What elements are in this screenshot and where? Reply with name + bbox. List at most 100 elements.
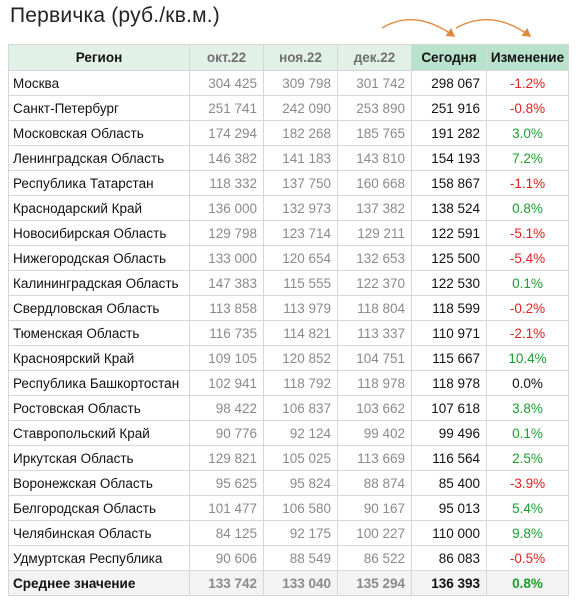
average-nov: 133 040 xyxy=(263,570,338,596)
oct-cell: 129 821 xyxy=(189,445,264,471)
nov-cell: 132 973 xyxy=(263,195,338,221)
nov-cell: 114 821 xyxy=(263,320,338,346)
dec-cell: 160 668 xyxy=(337,170,412,196)
today-cell: 107 618 xyxy=(411,395,487,421)
today-cell: 191 282 xyxy=(411,120,487,146)
nov-cell: 182 268 xyxy=(263,120,338,146)
dec-cell: 86 522 xyxy=(337,545,412,571)
today-cell: 115 667 xyxy=(411,345,487,371)
region-cell: Челябинская Область xyxy=(8,520,190,546)
oct-cell: 147 383 xyxy=(189,270,264,296)
page-title: Первичка (руб./кв.м.) xyxy=(10,4,220,27)
oct-cell: 95 625 xyxy=(189,470,264,496)
col-header-region: Регион xyxy=(8,44,190,71)
table-row: Республика Башкортостан 102 941 118 792 … xyxy=(8,370,569,396)
oct-cell: 109 105 xyxy=(189,345,264,371)
today-cell: 118 978 xyxy=(411,370,487,396)
average-row: Среднее значение 133 742 133 040 135 294… xyxy=(8,570,569,596)
dec-cell: 118 804 xyxy=(337,295,412,321)
nov-cell: 309 798 xyxy=(263,70,338,96)
change-cell: 0.8% xyxy=(486,195,569,221)
region-cell: Воронежская Область xyxy=(8,470,190,496)
dec-cell: 113 337 xyxy=(337,320,412,346)
col-header-dec: дек.22 xyxy=(337,44,412,71)
table-row: Тюменская Область 116 735 114 821 113 33… xyxy=(8,320,569,346)
region-cell: Свердловская Область xyxy=(8,295,190,321)
change-cell: -0.8% xyxy=(486,95,569,121)
table-row: Республика Татарстан 118 332 137 750 160… xyxy=(8,170,569,196)
nov-cell: 106 837 xyxy=(263,395,338,421)
nov-cell: 105 025 xyxy=(263,445,338,471)
dec-cell: 137 382 xyxy=(337,195,412,221)
change-cell: 5.4% xyxy=(486,495,569,521)
average-label: Среднее значение xyxy=(8,570,190,596)
today-cell: 116 564 xyxy=(411,445,487,471)
region-cell: Ростовская Область xyxy=(8,395,190,421)
change-cell: -5.1% xyxy=(486,220,569,246)
oct-cell: 118 332 xyxy=(189,170,264,196)
change-cell: 7.2% xyxy=(486,145,569,171)
dec-cell: 185 765 xyxy=(337,120,412,146)
change-cell: -1.1% xyxy=(486,170,569,196)
nov-cell: 115 555 xyxy=(263,270,338,296)
table-row: Нижегородская Область 133 000 120 654 13… xyxy=(8,245,569,271)
arrow-to-change-icon xyxy=(455,18,532,37)
col-header-today: Сегодня xyxy=(411,44,487,71)
dec-cell: 132 653 xyxy=(337,245,412,271)
average-dec: 135 294 xyxy=(337,570,412,596)
nov-cell: 88 549 xyxy=(263,545,338,571)
change-cell: -3.9% xyxy=(486,470,569,496)
change-cell: -2.1% xyxy=(486,320,569,346)
region-cell: Иркутская Область xyxy=(8,445,190,471)
table-row: Московская Область 174 294 182 268 185 7… xyxy=(8,120,569,146)
dec-cell: 122 370 xyxy=(337,270,412,296)
nov-cell: 92 175 xyxy=(263,520,338,546)
table-row: Новосибирская Область 129 798 123 714 12… xyxy=(8,220,569,246)
region-cell: Нижегородская Область xyxy=(8,245,190,271)
table-row: Москва 304 425 309 798 301 742 298 067 -… xyxy=(8,70,569,96)
dec-cell: 99 402 xyxy=(337,420,412,446)
table-row: Ростовская Область 98 422 106 837 103 66… xyxy=(8,395,569,421)
oct-cell: 113 858 xyxy=(189,295,264,321)
average-oct: 133 742 xyxy=(189,570,264,596)
oct-cell: 136 000 xyxy=(189,195,264,221)
change-cell: -5.4% xyxy=(486,245,569,271)
oct-cell: 116 735 xyxy=(189,320,264,346)
table-row: Краснодарский Край 136 000 132 973 137 3… xyxy=(8,195,569,221)
average-today: 136 393 xyxy=(411,570,487,596)
dec-cell: 143 810 xyxy=(337,145,412,171)
col-header-oct: окт.22 xyxy=(189,44,264,71)
nov-cell: 118 792 xyxy=(263,370,338,396)
today-cell: 138 524 xyxy=(411,195,487,221)
dec-cell: 253 890 xyxy=(337,95,412,121)
change-cell: 3.0% xyxy=(486,120,569,146)
today-cell: 125 500 xyxy=(411,245,487,271)
region-cell: Удмуртская Республика xyxy=(8,545,190,571)
change-cell: 0.1% xyxy=(486,270,569,296)
change-cell: -0.2% xyxy=(486,295,569,321)
dec-cell: 88 874 xyxy=(337,470,412,496)
today-cell: 95 013 xyxy=(411,495,487,521)
table-row: Ставропольский Край 90 776 92 124 99 402… xyxy=(8,420,569,446)
dec-cell: 301 742 xyxy=(337,70,412,96)
dec-cell: 103 662 xyxy=(337,395,412,421)
region-cell: Ставропольский Край xyxy=(8,420,190,446)
region-cell: Московская Область xyxy=(8,120,190,146)
nov-cell: 137 750 xyxy=(263,170,338,196)
region-cell: Красноярский Край xyxy=(8,345,190,371)
change-cell: 0.1% xyxy=(486,420,569,446)
today-cell: 110 971 xyxy=(411,320,487,346)
region-cell: Краснодарский Край xyxy=(8,195,190,221)
dec-cell: 113 669 xyxy=(337,445,412,471)
nov-cell: 92 124 xyxy=(263,420,338,446)
nov-cell: 113 979 xyxy=(263,295,338,321)
nov-cell: 120 852 xyxy=(263,345,338,371)
change-cell: 10.4% xyxy=(486,345,569,371)
oct-cell: 304 425 xyxy=(189,70,264,96)
change-cell: -0.5% xyxy=(486,545,569,571)
change-cell: 3.8% xyxy=(486,395,569,421)
change-cell: 2.5% xyxy=(486,445,569,471)
region-cell: Москва xyxy=(8,70,190,96)
table-row: Калининградская Область 147 383 115 555 … xyxy=(8,270,569,296)
oct-cell: 84 125 xyxy=(189,520,264,546)
